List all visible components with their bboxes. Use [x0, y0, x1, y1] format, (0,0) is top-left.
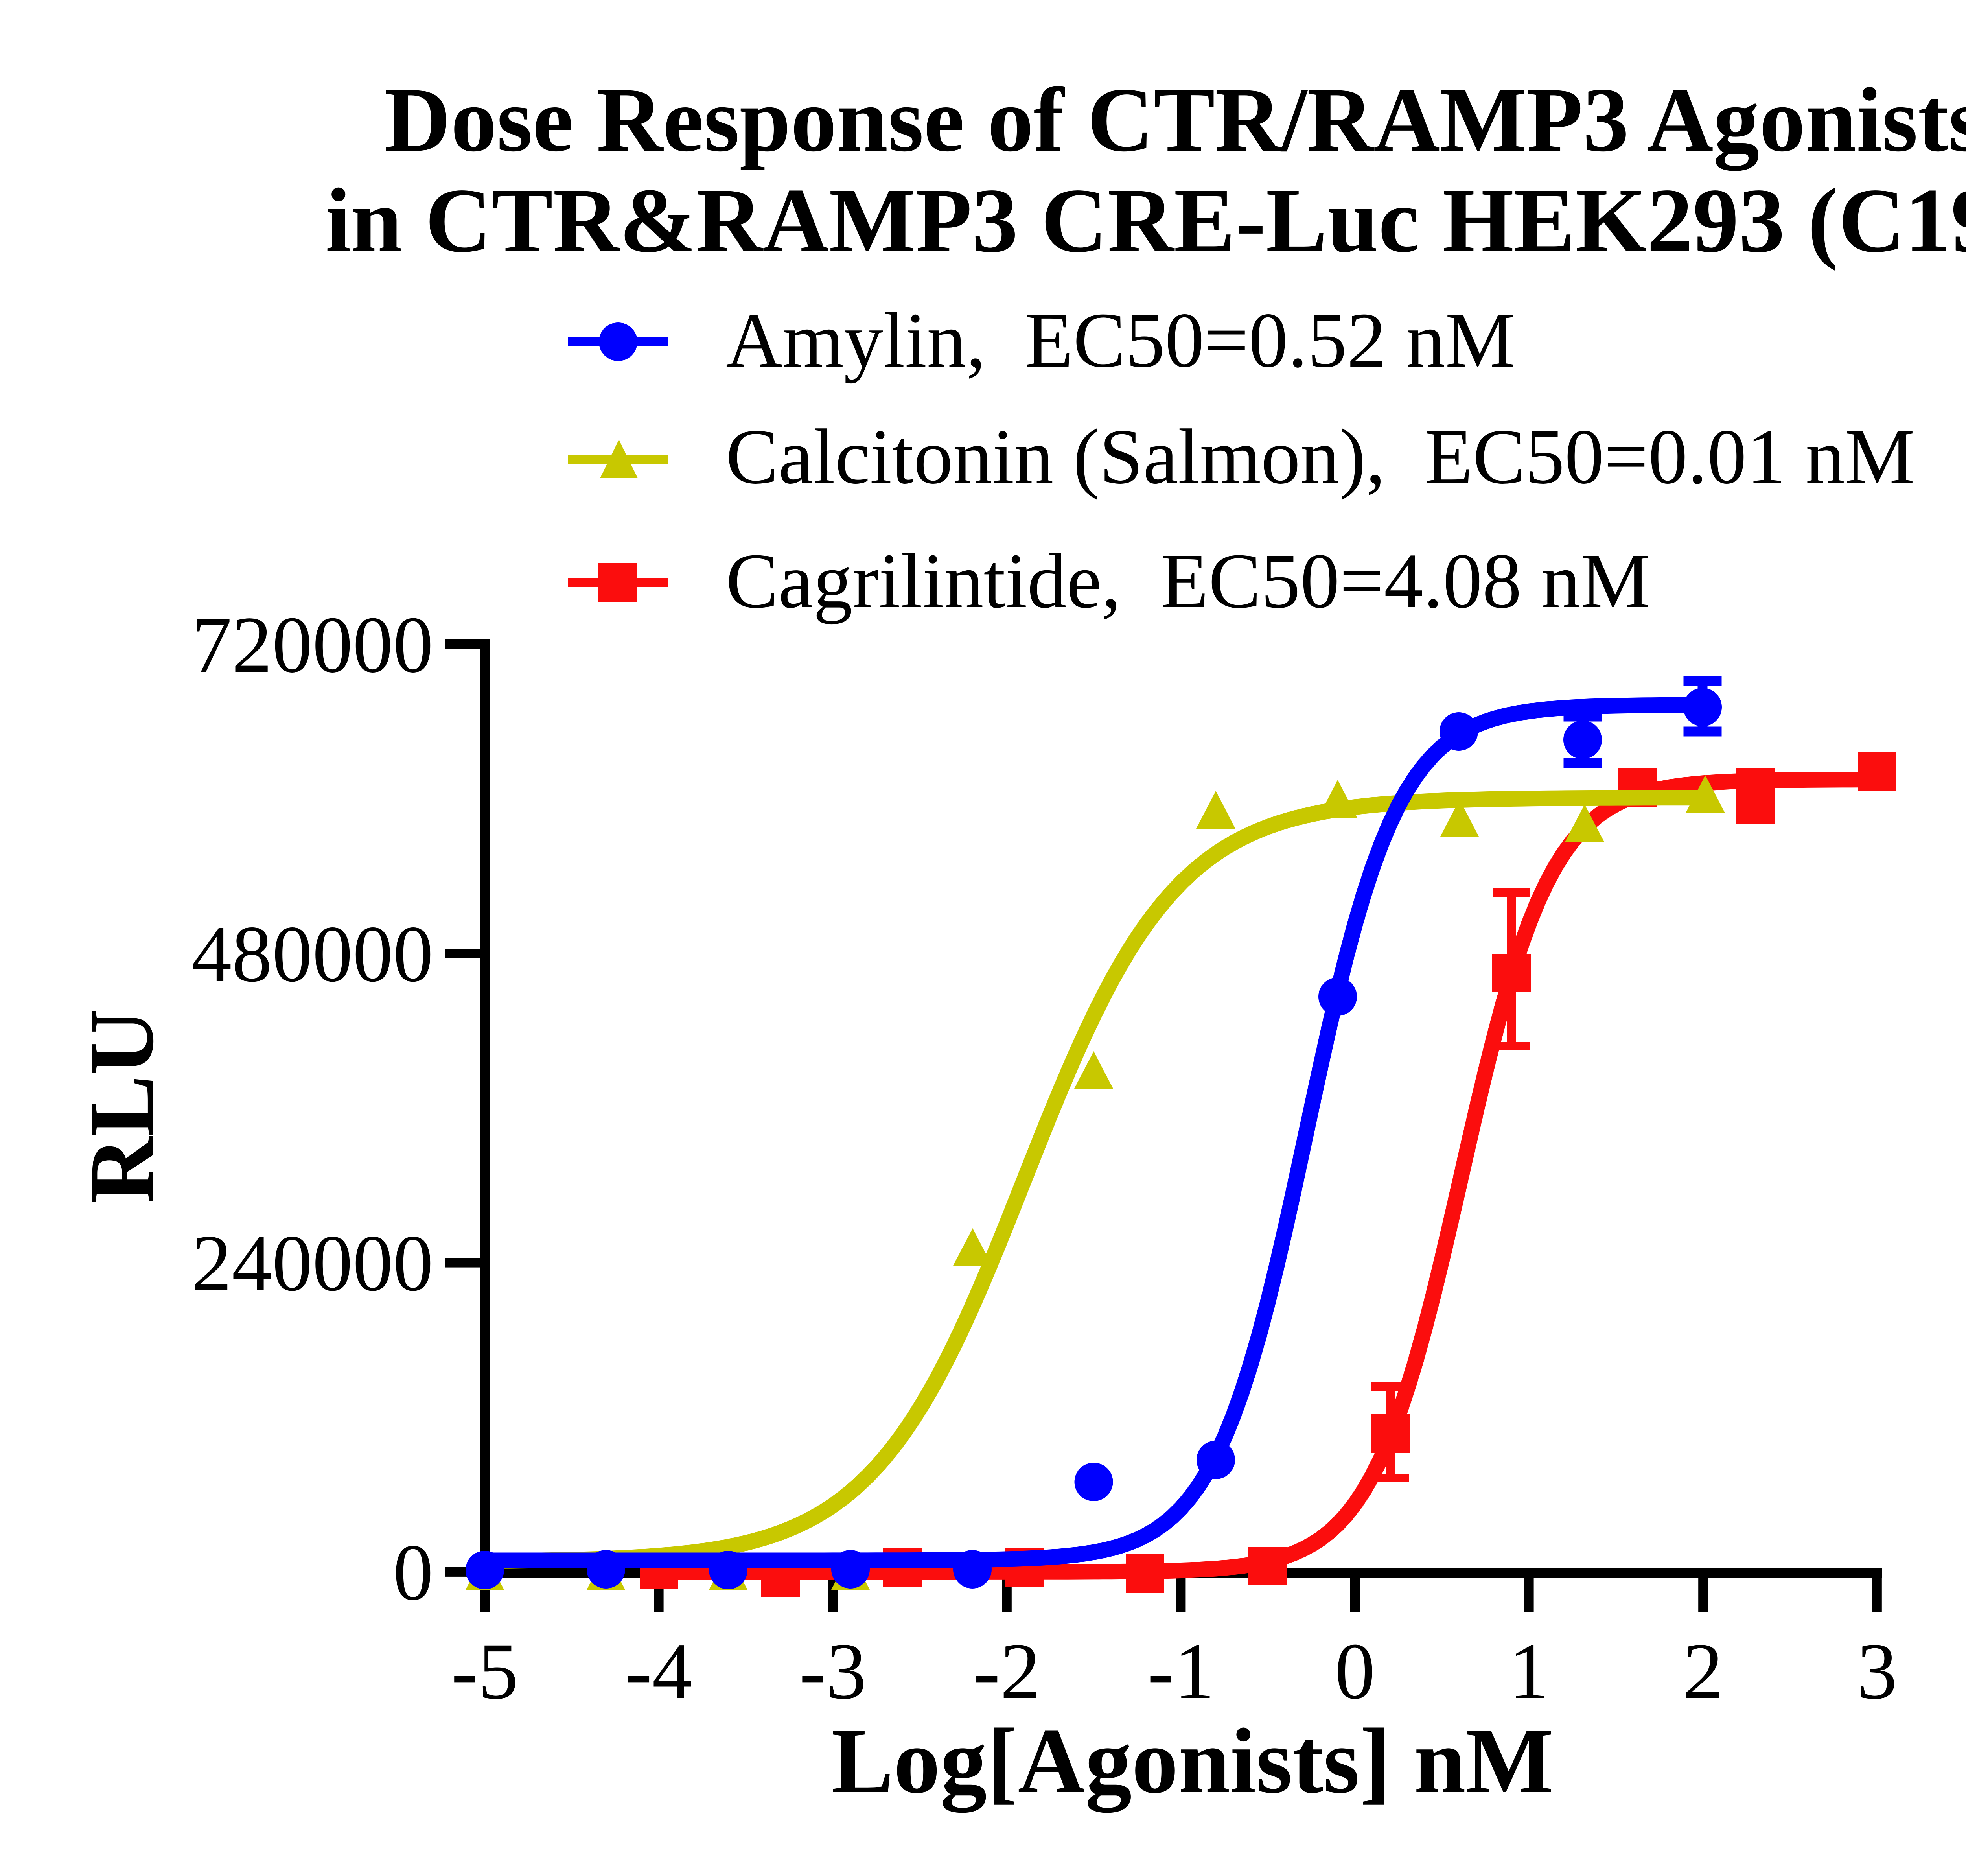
svg-text:Calcitonin (Salmon), EC50=0.0: Calcitonin (Salmon), EC50=0.01 nM [726, 413, 1915, 500]
svg-text:-3: -3 [799, 1627, 867, 1716]
svg-text:Cagrilintide, EC50=4.08 nM: Cagrilintide, EC50=4.08 nM [726, 538, 1651, 625]
svg-text:720000: 720000 [191, 600, 433, 689]
svg-text:2: 2 [1683, 1627, 1723, 1716]
svg-text:RLU: RLU [70, 1009, 173, 1203]
svg-text:-1: -1 [1147, 1627, 1215, 1716]
svg-text:-2: -2 [973, 1627, 1040, 1716]
svg-text:0: 0 [393, 1528, 434, 1617]
svg-text:240000: 240000 [191, 1219, 433, 1308]
svg-text:-4: -4 [625, 1627, 692, 1716]
svg-text:Dose Response of CTR/RAMP3 Ago: Dose Response of CTR/RAMP3 Agonists [384, 68, 1966, 171]
svg-text:-5: -5 [451, 1627, 519, 1716]
svg-text:in CTR&RAMP3 CRE-Luc HEK293 (C: in CTR&RAMP3 CRE-Luc HEK293 (C19) [326, 169, 1966, 271]
svg-text:480000: 480000 [191, 909, 433, 999]
svg-text:Log[Agonists] nM: Log[Agonists] nM [832, 1710, 1554, 1813]
svg-text:Amylin, EC50=0.52 nM: Amylin, EC50=0.52 nM [726, 297, 1515, 384]
svg-text:3: 3 [1857, 1627, 1898, 1716]
svg-text:0: 0 [1335, 1627, 1375, 1716]
svg-text:1: 1 [1509, 1627, 1549, 1716]
